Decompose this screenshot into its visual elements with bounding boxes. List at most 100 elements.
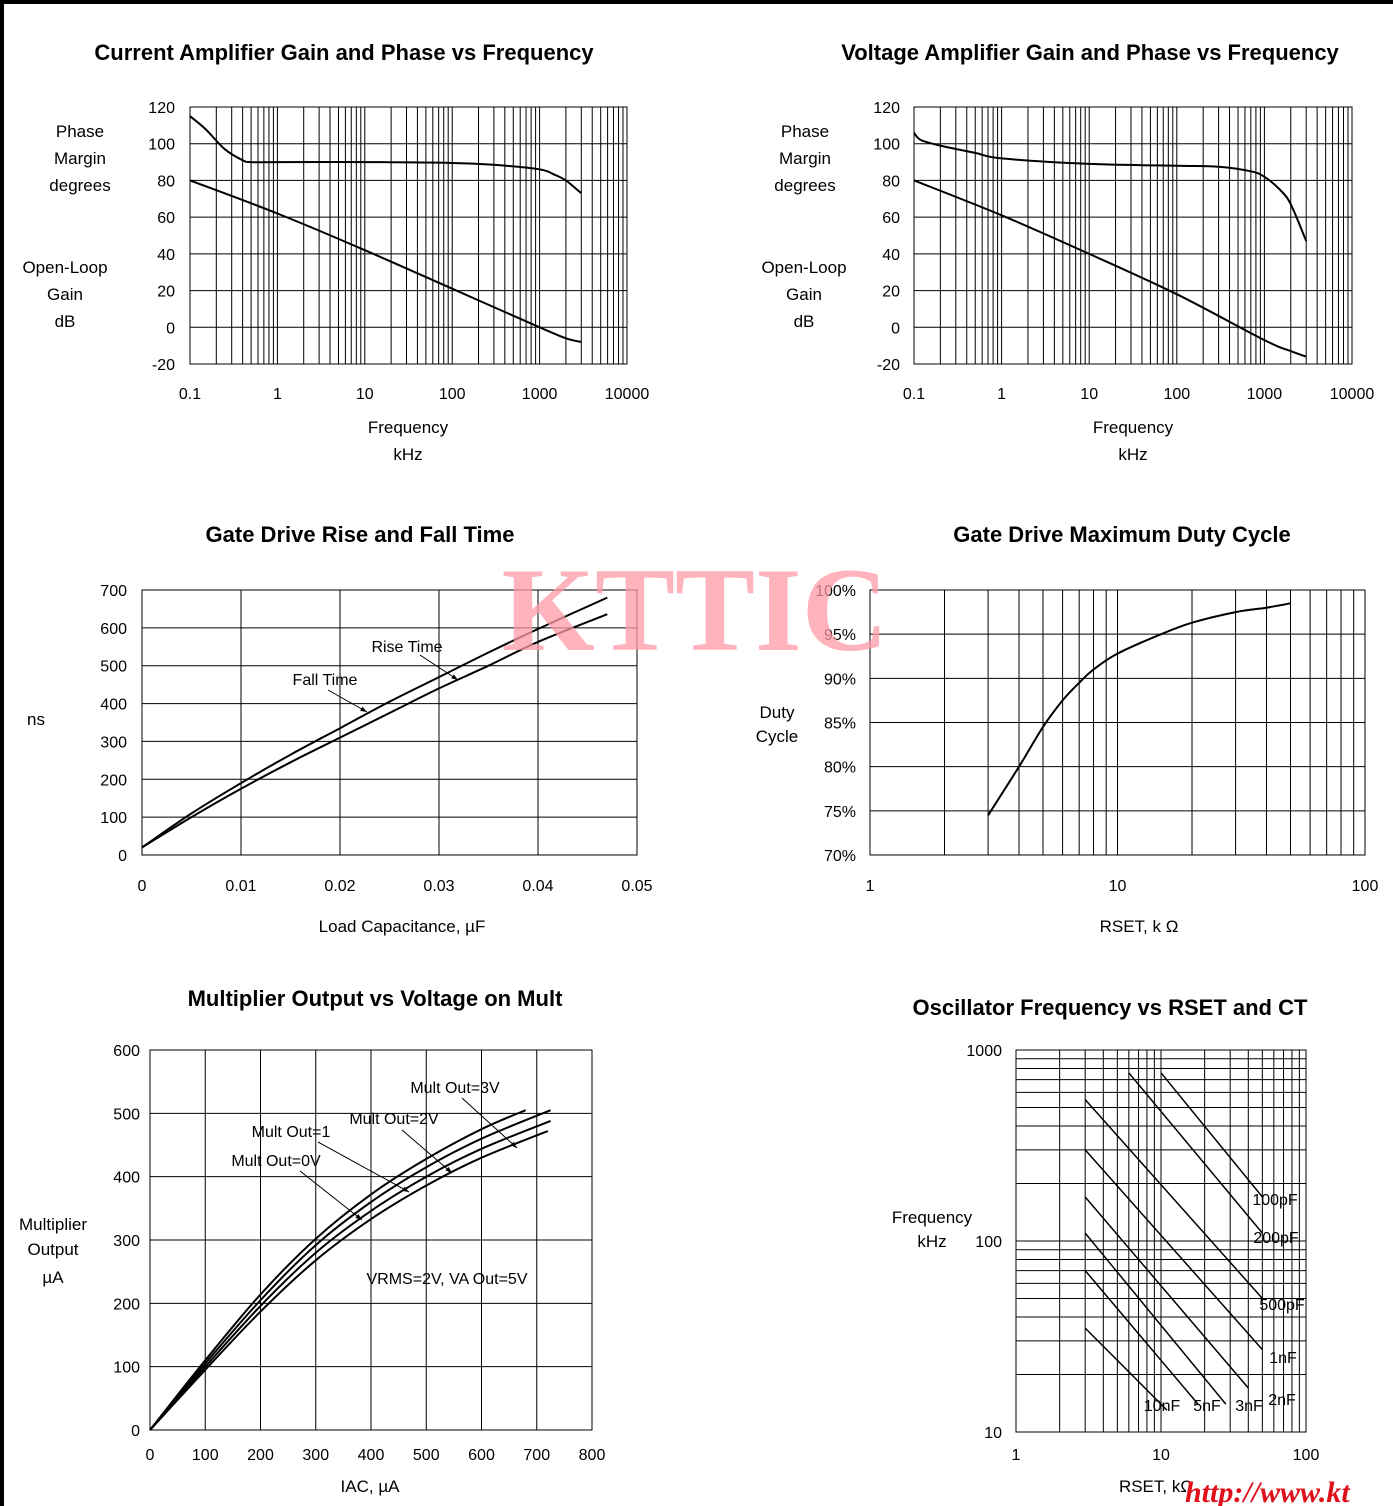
cagain-y-tick: 40 (157, 247, 175, 264)
oscfreq-label-3nf: 3nF (1235, 1398, 1263, 1415)
cagain-y-tick: 0 (166, 320, 175, 337)
multout-y-label: Multiplier (19, 1215, 87, 1234)
dutycycle-y-tick: 100% (815, 583, 856, 600)
multout-arrow-3v-head (510, 1141, 517, 1148)
oscfreq-label-500pf: 500pF (1259, 1297, 1305, 1314)
oscfreq-x-tick: 100 (1293, 1447, 1320, 1464)
oscfreq-series-2nf (1084, 1196, 1249, 1389)
cagain-y-tick: -20 (152, 357, 175, 374)
oscfreq-label-200pf: 200pF (1253, 1230, 1299, 1247)
multout-arrow-2v-head (445, 1166, 452, 1173)
vagain-plot-frame (913, 106, 1353, 365)
oscfreq-y-tick: 1000 (966, 1043, 1002, 1060)
multout-x-tick: 400 (358, 1447, 385, 1464)
vagain-title: Voltage Amplifier Gain and Phase vs Freq… (841, 40, 1339, 65)
vagain-x-tick: 10000 (1330, 386, 1375, 403)
watermark-kttic: KTTIC (502, 543, 889, 676)
oscfreq-label-1nf: 1nF (1269, 1350, 1297, 1367)
multout-y-label: µA (42, 1268, 64, 1287)
cagain-title: Current Amplifier Gain and Phase vs Freq… (94, 40, 594, 65)
gaterise-y-tick: 500 (100, 659, 127, 676)
oscfreq-series-10nf (1084, 1327, 1168, 1411)
vagain-y-label-phase: Phase (781, 122, 829, 141)
vagain-y-tick: 80 (882, 173, 900, 190)
gaterise-x-tick: 0.04 (522, 878, 553, 895)
multout-y-tick: 600 (113, 1043, 140, 1060)
cagain-y-tick: 100 (148, 137, 175, 154)
dutycycle-y-tick: 70% (824, 848, 856, 865)
vagain-x-label: Frequency (1093, 418, 1174, 437)
vagain-x-label: kHz (1118, 445, 1147, 464)
multout-arrow-2v (401, 1129, 453, 1174)
gaterise-label-fall-time: Fall Time (293, 672, 358, 689)
gaterise-x-label: Load Capacitance, µF (319, 917, 486, 936)
gaterise-x-tick: 0.02 (324, 878, 355, 895)
multout-x-tick: 0 (146, 1447, 155, 1464)
multout-arrow-0v (299, 1170, 363, 1221)
multout-x-tick: 200 (247, 1447, 274, 1464)
cagain-y-label-gain: Gain (47, 285, 83, 304)
multout-y-label: Output (27, 1240, 78, 1259)
gaterise-x-tick: 0.01 (225, 878, 256, 895)
multout-x-tick: 700 (523, 1447, 550, 1464)
cagain-x-tick: 10 (356, 386, 374, 403)
vagain-y-tick: 60 (882, 210, 900, 227)
oscfreq-label-2nf: 2nF (1268, 1392, 1296, 1409)
multout-y-tick: 200 (113, 1296, 140, 1313)
dutycycle-y-tick: 85% (824, 716, 856, 733)
multout-plot-frame (149, 1049, 593, 1431)
multout-label-1: Mult Out=1 (252, 1124, 331, 1141)
oscfreq-series-5nf (1084, 1270, 1199, 1405)
cagain-y-label-phase: degrees (49, 176, 110, 195)
oscfreq-series-3nf (1084, 1232, 1227, 1405)
gaterise-y-tick: 700 (100, 583, 127, 600)
gaterise-y-tick: 600 (100, 621, 127, 638)
gaterise-y-tick: 300 (100, 734, 127, 751)
cagain-series-phase (189, 115, 582, 195)
cagain-y-label-phase: Phase (56, 122, 104, 141)
gaterise-y-label: ns (27, 710, 45, 729)
multout-x-tick: 800 (579, 1447, 606, 1464)
gaterise-x-tick: 0.05 (621, 878, 652, 895)
dutycycle-x-label: RSET, k Ω (1100, 917, 1179, 936)
oscfreq-y-tick: 100 (975, 1234, 1002, 1251)
vagain-series-gain (913, 179, 1307, 358)
vagain-y-label-gain: dB (794, 312, 815, 331)
cagain-x-tick: 100 (439, 386, 466, 403)
cagain-y-tick: 80 (157, 173, 175, 190)
dutycycle-title: Gate Drive Maximum Duty Cycle (953, 522, 1290, 547)
gaterise-plot-frame (141, 589, 638, 856)
vagain-y-label-gain: Gain (786, 285, 822, 304)
dutycycle-y-tick: 80% (824, 760, 856, 777)
cagain-y-tick: 120 (148, 100, 175, 117)
multout-series-mult-out-1 (149, 1119, 551, 1431)
dutycycle-x-tick: 10 (1109, 878, 1127, 895)
cagain-x-label: Frequency (368, 418, 449, 437)
gaterise-title: Gate Drive Rise and Fall Time (206, 522, 515, 547)
multout-label-2v: Mult Out=2V (349, 1111, 439, 1128)
cagain-x-label: kHz (393, 445, 422, 464)
gaterise-y-tick: 0 (118, 848, 127, 865)
multout-series-mult-out-2v (149, 1130, 549, 1431)
cagain-y-tick: 20 (157, 284, 175, 301)
dutycycle-y-label: Cycle (756, 727, 799, 746)
multout-arrow-0v-head (355, 1214, 362, 1220)
oscfreq-label-5nf: 5nF (1193, 1398, 1221, 1415)
oscfreq-series-1nf (1084, 1149, 1263, 1351)
multout-x-tick: 300 (302, 1447, 329, 1464)
gaterise-series-rise-time (141, 596, 608, 849)
oscfreq-y-tick: 10 (984, 1425, 1002, 1442)
cagain-x-tick: 10000 (605, 386, 650, 403)
vagain-y-label-gain: Open-Loop (761, 258, 846, 277)
dutycycle-x-tick: 1 (866, 878, 875, 895)
vagain-y-tick: 120 (873, 100, 900, 117)
multout-note: VRMS=2V, VA Out=5V (367, 1271, 528, 1288)
vagain-y-tick: 20 (882, 284, 900, 301)
gaterise-y-tick: 100 (100, 810, 127, 827)
dutycycle-x-tick: 100 (1352, 878, 1379, 895)
gaterise-series-fall-time (141, 613, 608, 849)
footer-url: http://www.kt (1185, 1476, 1351, 1506)
cagain-y-label-phase: Margin (54, 149, 106, 168)
vagain-x-tick: 0.1 (903, 386, 925, 403)
